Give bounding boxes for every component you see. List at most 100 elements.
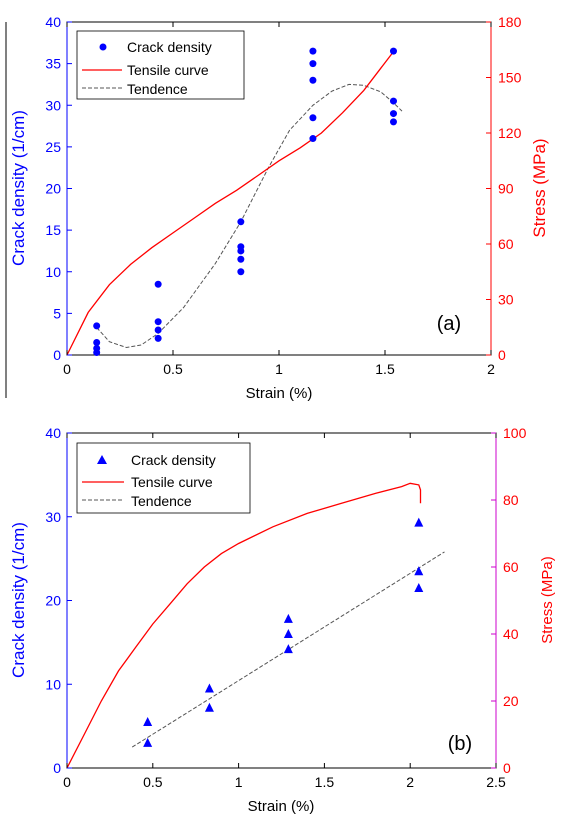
chart-b-crack-density-point	[283, 644, 293, 654]
chart-a-y-tick-label: 25	[45, 139, 61, 155]
chart-b-crack-density-point	[414, 566, 424, 576]
chart-a-crack-density-point	[237, 243, 245, 251]
chart-b-x-tick-label: 1.5	[315, 774, 335, 790]
chart-b-tendence-layer	[131, 551, 445, 748]
chart-a-y-tick-label: 20	[45, 181, 61, 197]
chart-b-y2-tick-label: 40	[503, 626, 519, 642]
chart-b-y2-axis-label: Stress (MPa)	[539, 556, 556, 644]
chart-b-crack-density-point	[143, 716, 153, 726]
chart-b-legend-tendence: Tendence	[131, 493, 192, 509]
chart-b-y2-tick-label: 20	[503, 693, 519, 709]
chart-b-y2-tick-label: 80	[503, 492, 519, 508]
chart-a-ticks-layer: 0 0.5 1 1.5 20510152025303540030609012015018…	[45, 14, 521, 377]
chart-b-x-tick-label: 2	[406, 774, 414, 790]
chart-a-crack-density-point	[154, 318, 162, 326]
chart-a-x-axis-label: Strain (%)	[246, 385, 313, 402]
chart-a-legend-crack-density: Crack density	[127, 39, 212, 55]
chart-a-crack-density-point	[154, 334, 162, 342]
chart-b-crack-density-point	[283, 629, 293, 638]
chart-a-y2-axis-label: Stress (MPa)	[530, 138, 549, 237]
chart-a: 0 0.5 1 1.5 20510152025303540030609012015018…	[5, 14, 549, 402]
chart-a-y-tick-label: 10	[45, 264, 61, 280]
chart-a-legend-box	[76, 30, 245, 100]
chart-b-y2-tick-label: 0	[503, 760, 511, 776]
chart-a-y-tick-label: 0	[53, 347, 61, 363]
chart-a-crack-density-point	[389, 110, 397, 118]
chart-b-x-tick-label: 1	[235, 774, 243, 790]
chart-a-y-tick-label: 30	[45, 97, 61, 113]
chart-b-legend: Crack density Tensile curve Tendence	[76, 442, 251, 514]
chart-b-y-tick-label: 10	[45, 676, 61, 692]
chart-b-crack-density-point	[204, 702, 214, 712]
chart-b-crack-density-point	[283, 613, 293, 623]
chart-a-crack-density-point	[93, 339, 101, 347]
chart-b-panel-label: (b)	[448, 733, 472, 755]
chart-b-points-layer	[143, 517, 424, 747]
chart-b-y2-tick-label: 100	[503, 425, 527, 441]
chart-a-crack-density-point	[93, 322, 101, 330]
chart-a-y-tick-label: 40	[45, 14, 61, 30]
chart-a-y-tick-label: 35	[45, 56, 61, 72]
chart-a-x-tick-label: 1	[275, 361, 283, 377]
chart-b-legend-marker-crack-density	[97, 455, 107, 464]
chart-b-tensile-curve-line	[66, 482, 422, 769]
chart-b-crack-density-point	[143, 737, 153, 747]
chart-a-y2-tick-label: 30	[498, 292, 514, 308]
chart-a-y2-tick-label: 0	[498, 347, 506, 363]
chart-a-x-tick-label: 2	[487, 361, 495, 377]
chart-b-crack-density-point	[414, 517, 424, 527]
chart-a-crack-density-point	[154, 280, 162, 288]
chart-a-legend: Crack density Tensile curve Tendence	[76, 30, 245, 100]
chart-a-crack-density-point	[309, 47, 317, 55]
chart-b-x-tick-label: 0.5	[143, 774, 163, 790]
chart-b-y-tick-label: 20	[45, 593, 61, 609]
chart-a-y-tick-label: 15	[45, 222, 61, 238]
chart-a-tendence-line	[96, 83, 403, 349]
chart-a-legend-tensile-curve: Tensile curve	[127, 62, 209, 78]
chart-a-tensile-curve-line	[66, 51, 395, 356]
chart-a-crack-density-point	[154, 326, 162, 334]
chart-a-crack-density-point	[237, 255, 245, 263]
chart-a-crack-density-point	[309, 76, 317, 84]
chart-a-tendence-layer	[96, 83, 403, 349]
chart-a-x-tick-label: 0	[63, 361, 71, 377]
chart-a-y2-tick-label: 90	[498, 181, 514, 197]
chart-a-x-tick-label: 1.5	[375, 361, 395, 377]
chart-a-legend-marker-crack-density	[99, 43, 107, 51]
chart-b-x-tick-label: 2.5	[486, 774, 506, 790]
chart-a-points-layer	[93, 47, 397, 357]
chart-a-tensile-layer	[66, 51, 395, 356]
chart-a-panel-label: (a)	[437, 313, 461, 335]
chart-a-y-axis-label: Crack density (1/cm)	[9, 110, 28, 266]
chart-b-crack-density-point	[204, 683, 214, 693]
chart-a-crack-density-point	[389, 97, 397, 105]
chart-b-legend-box	[76, 442, 251, 514]
chart-a-crack-density-point	[389, 118, 397, 126]
chart-b-y2-tick-label: 60	[503, 559, 519, 575]
chart-b-legend-tensile-curve: Tensile curve	[131, 474, 213, 490]
chart-b-x-tick-label: 0	[63, 774, 71, 790]
chart-a-y2-tick-label: 60	[498, 236, 514, 252]
chart-a-crack-density-point	[309, 60, 317, 68]
chart-b-tensile-layer	[66, 482, 422, 769]
chart-b-tendence-line	[131, 551, 445, 748]
chart-a-crack-density-point	[237, 268, 245, 276]
chart-a-y-tick-label: 5	[53, 305, 61, 321]
chart-a-y2-tick-label: 120	[498, 125, 522, 141]
chart-b-y-tick-label: 30	[45, 509, 61, 525]
chart-b-y-tick-label: 40	[45, 425, 61, 441]
chart-a-crack-density-point	[309, 135, 317, 143]
chart-b-x-axis-label: Strain (%)	[248, 798, 315, 815]
chart-b-y-tick-label: 0	[53, 760, 61, 776]
chart-a-crack-density-point	[309, 114, 317, 122]
chart-a-crack-density-point	[237, 218, 245, 226]
chart-a-y2-tick-label: 180	[498, 14, 522, 30]
chart-b-legend-crack-density: Crack density	[131, 452, 216, 468]
chart-a-crack-density-point	[389, 47, 397, 55]
chart-b-crack-density-point	[414, 582, 424, 592]
chart-a-x-tick-label: 0.5	[163, 361, 183, 377]
chart-a-y2-tick-label: 150	[498, 70, 522, 86]
